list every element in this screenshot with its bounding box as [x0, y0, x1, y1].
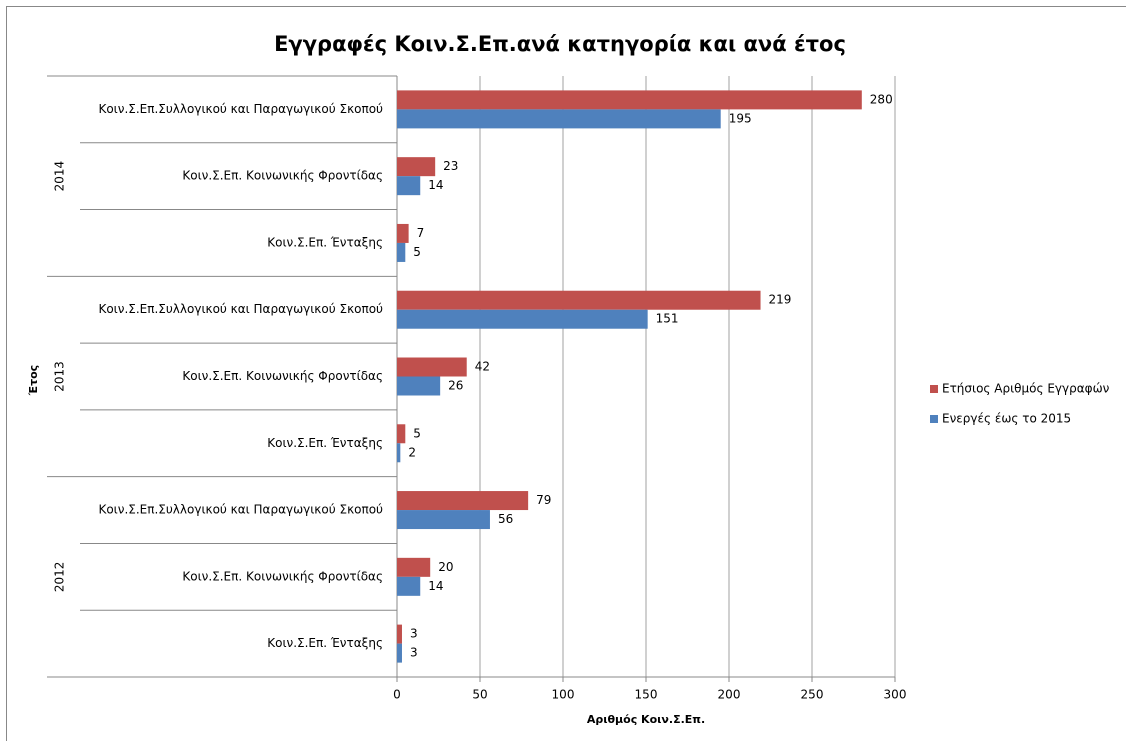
legend-swatch — [930, 415, 938, 423]
bar — [397, 290, 761, 310]
chart-border — [6, 6, 1126, 741]
data-label: 23 — [443, 159, 458, 173]
data-label: 5 — [413, 245, 421, 259]
x-tick-label: 300 — [884, 688, 907, 702]
data-label: 3 — [410, 627, 418, 641]
x-tick-label: 200 — [718, 688, 741, 702]
bar — [397, 242, 406, 262]
bar — [397, 624, 402, 644]
x-tick-label: 0 — [393, 688, 401, 702]
bar — [397, 424, 406, 444]
bar — [397, 109, 721, 129]
data-label: 14 — [428, 178, 443, 192]
data-label: 219 — [769, 293, 792, 307]
data-label: 2 — [408, 445, 416, 459]
data-label: 14 — [428, 579, 443, 593]
bar — [397, 443, 401, 463]
data-label: 280 — [870, 92, 893, 106]
y-tick-label: Κοιν.Σ.Επ. Ένταξης — [267, 235, 383, 249]
y-tick-label: Κοιν.Σ.Επ. Κοινωνικής Φροντίδας — [182, 169, 383, 183]
data-label: 151 — [656, 312, 679, 326]
bar — [397, 157, 436, 177]
legend-swatch — [930, 385, 938, 393]
y-tick-label: Κοιν.Σ.Επ.Συλλογικού και Παραγωγικού Σκο… — [98, 302, 383, 316]
x-tick-label: 250 — [801, 688, 824, 702]
legend-label: Ετήσιος Αριθμός Εγγραφών — [942, 382, 1110, 396]
data-label: 26 — [448, 379, 463, 393]
bar — [397, 557, 431, 577]
legend-label: Ενεργές έως το 2015 — [942, 412, 1071, 426]
data-label: 195 — [729, 111, 752, 125]
group-label: 2013 — [53, 361, 67, 392]
bar — [397, 376, 441, 396]
y-tick-label: Κοιν.Σ.Επ. Κοινωνικής Φροντίδας — [182, 569, 383, 583]
group-label: 2012 — [53, 562, 67, 593]
data-label: 20 — [438, 560, 453, 574]
bar — [397, 223, 409, 243]
chart-title: Εγγραφές Κοιν.Σ.Επ.ανά κατηγορία και ανά… — [274, 32, 846, 56]
data-label: 79 — [536, 493, 551, 507]
bar — [397, 90, 862, 110]
x-axis-title: Αριθμός Κοιν.Σ.Επ. — [587, 713, 705, 726]
group-label: 2014 — [53, 161, 67, 192]
bar — [397, 643, 402, 663]
y-tick-label: Κοιν.Σ.Επ. Ένταξης — [267, 636, 383, 650]
y-tick-label: Κοιν.Σ.Επ. Ένταξης — [267, 436, 383, 450]
x-tick-label: 150 — [635, 688, 658, 702]
bar — [397, 491, 529, 511]
bar — [397, 357, 467, 377]
y-tick-label: Κοιν.Σ.Επ. Κοινωνικής Φροντίδας — [182, 369, 383, 383]
y-tick-label: Κοιν.Σ.Επ.Συλλογικού και Παραγωγικού Σκο… — [98, 102, 383, 116]
y-axis-title: Έτος — [27, 365, 40, 396]
bar — [397, 176, 421, 196]
data-label: 3 — [410, 646, 418, 660]
data-label: 42 — [475, 360, 490, 374]
data-label: 56 — [498, 512, 513, 526]
bar — [397, 576, 421, 596]
x-tick-label: 100 — [552, 688, 575, 702]
x-tick-label: 50 — [472, 688, 487, 702]
data-label: 5 — [413, 426, 421, 440]
bar — [397, 309, 648, 329]
data-label: 7 — [417, 226, 425, 240]
y-tick-label: Κοιν.Σ.Επ.Συλλογικού και Παραγωγικού Σκο… — [98, 503, 383, 517]
bar — [397, 510, 490, 530]
